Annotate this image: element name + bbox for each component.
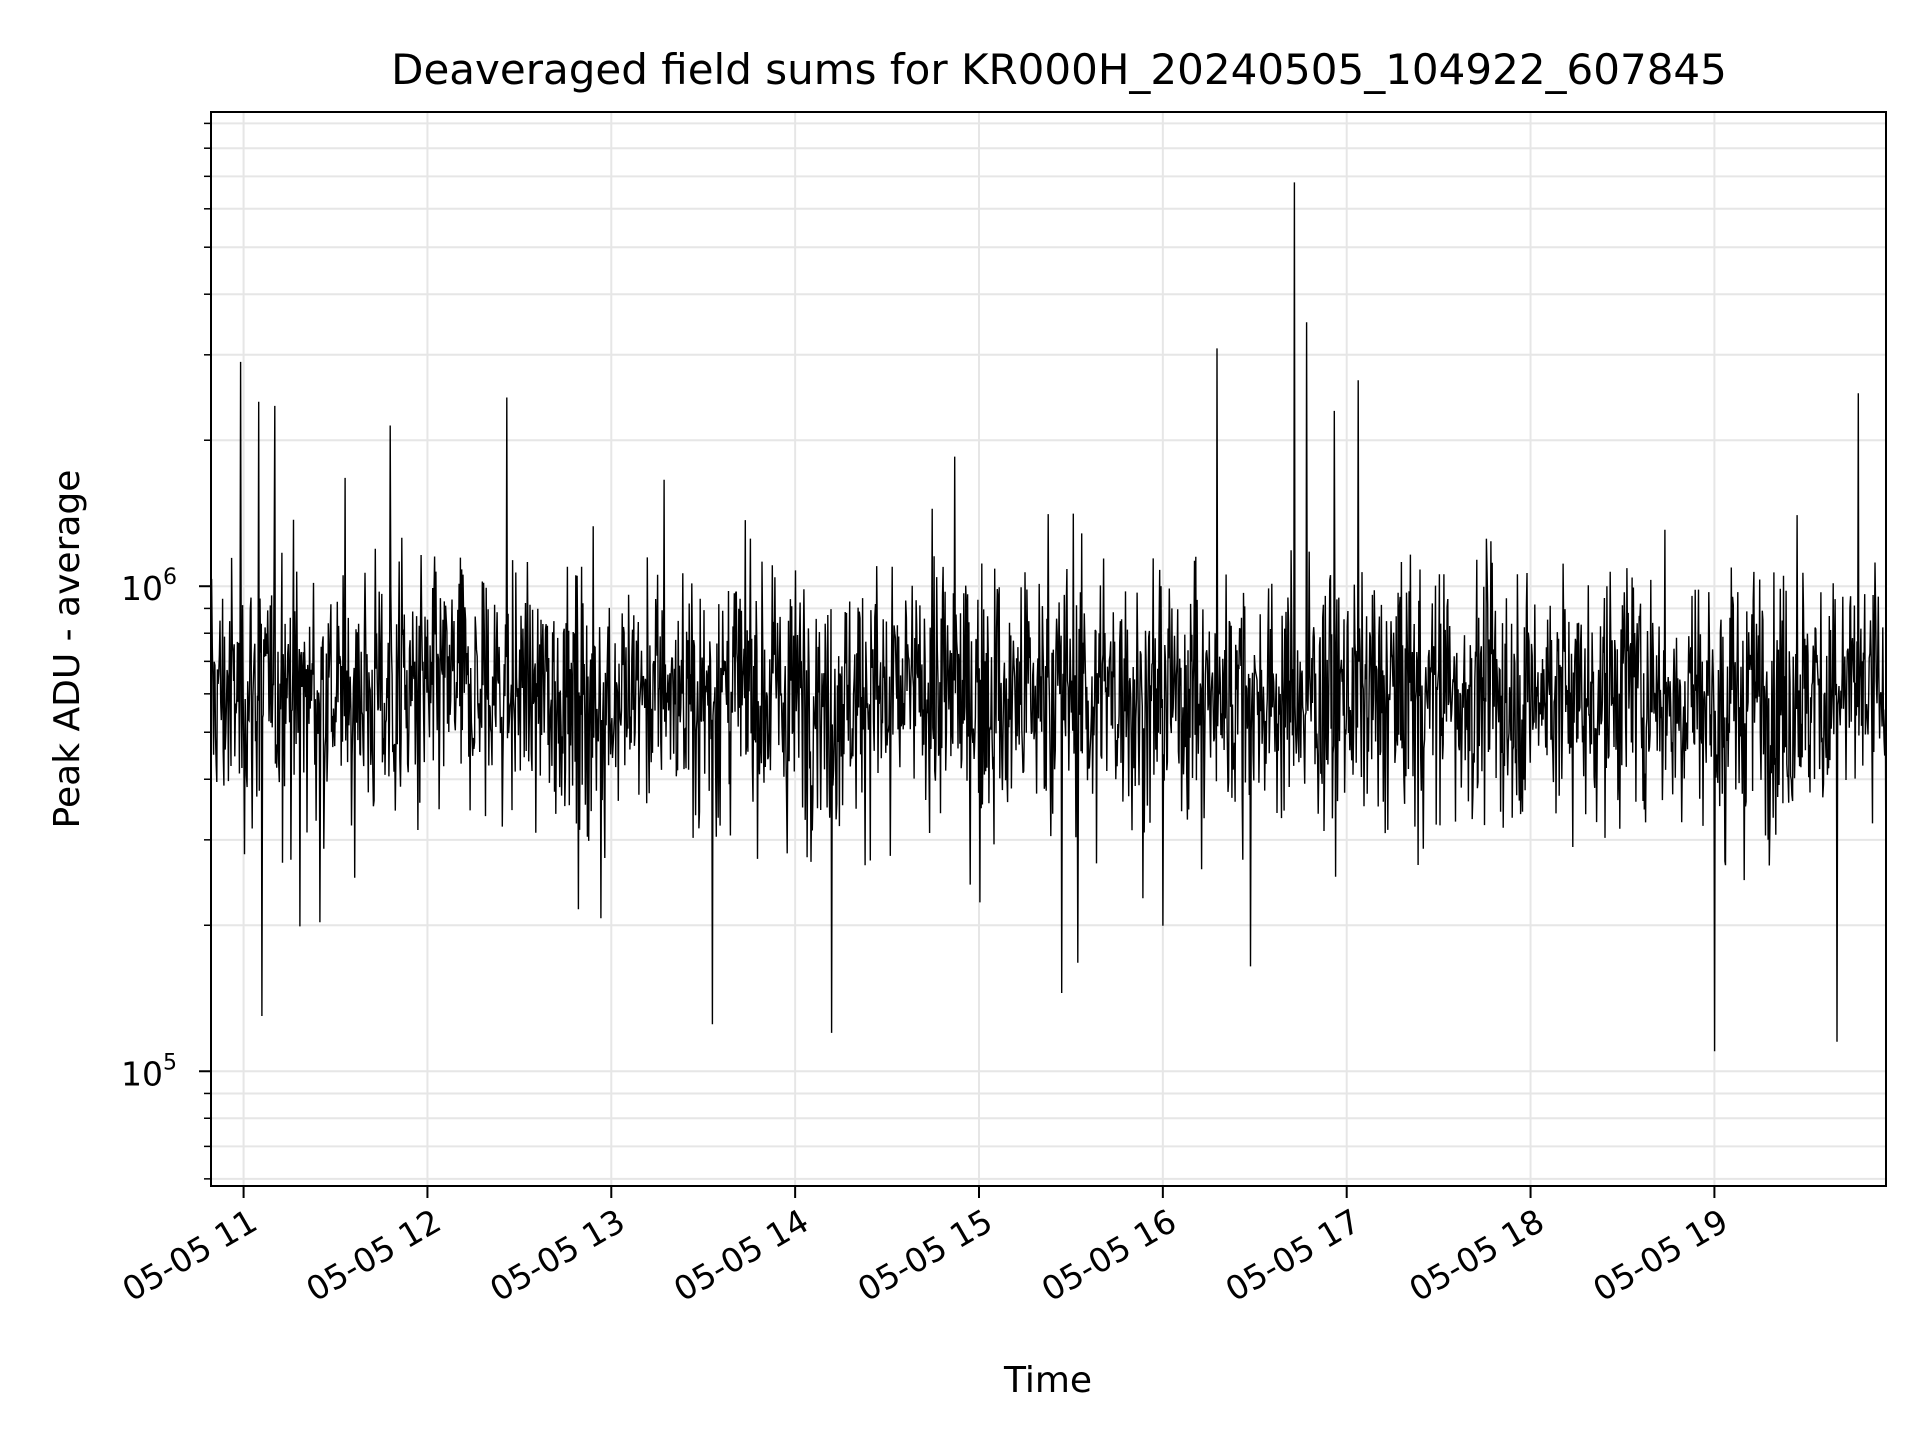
y-tick-exponent: 5 xyxy=(163,1050,177,1075)
x-tick-label: 05-05 16 xyxy=(1035,1201,1183,1309)
y-axis-label: Peak ADU - average xyxy=(47,470,88,829)
x-tick-label: 05-05 14 xyxy=(667,1201,815,1309)
plot-frame xyxy=(210,111,1887,1187)
x-tick-label: 05-05 15 xyxy=(851,1201,999,1309)
plot-clip-group xyxy=(211,182,1886,1052)
y-tick-base: 10 xyxy=(121,569,163,608)
y-tick-label: 106 xyxy=(121,565,177,608)
x-axis-ticks: 05-05 11 05-05 12 05-05 13 05-05 14 05-05 15… xyxy=(116,1186,1734,1309)
y-tick-exponent: 6 xyxy=(163,565,177,590)
x-tick-label: 05-05 12 xyxy=(299,1201,447,1309)
x-tick-label: 05-05 18 xyxy=(1403,1201,1551,1309)
x-tick-label: 05-05 19 xyxy=(1586,1201,1734,1309)
y-tick-base: 10 xyxy=(121,1054,163,1093)
x-tick-label: 05-05 17 xyxy=(1219,1201,1367,1309)
x-tick-label: 05-05 13 xyxy=(483,1201,631,1309)
series-line xyxy=(211,182,1886,1052)
chart-title: Deaveraged field sums for KR000H_2024050… xyxy=(391,45,1727,94)
x-axis-label: Time xyxy=(1003,1360,1092,1401)
y-tick-label: 105 xyxy=(121,1050,177,1093)
x-tick-label: 05-05 11 xyxy=(116,1201,264,1309)
